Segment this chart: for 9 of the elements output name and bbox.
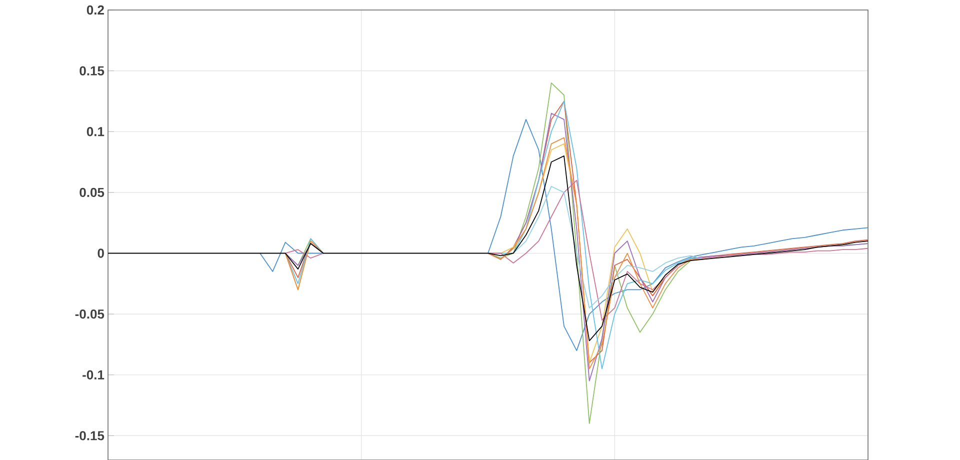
y-tick-label: -0.15 — [75, 431, 104, 440]
y-tick-label: -0.1 — [82, 370, 104, 380]
y-tick-label: 0.2 — [86, 5, 104, 15]
y-tick-label: 0.05 — [80, 188, 104, 198]
line-series — [512, 186, 704, 308]
y-tick-label: 0 — [98, 248, 104, 258]
y-tick-label: 0.1 — [86, 127, 104, 136]
y-tick-label: 0.15 — [80, 66, 104, 76]
y-tick-label: -0.05 — [75, 309, 104, 319]
